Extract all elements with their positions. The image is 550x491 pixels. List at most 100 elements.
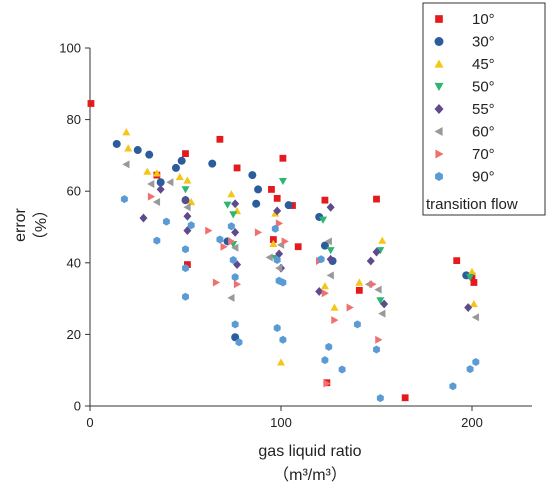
series-7 bbox=[120, 195, 480, 403]
data-point bbox=[273, 194, 281, 202]
data-point bbox=[378, 236, 387, 244]
data-point bbox=[175, 172, 184, 181]
legend-note: transition flow bbox=[426, 196, 518, 213]
data-point bbox=[374, 285, 382, 294]
data-point bbox=[184, 261, 191, 268]
data-point bbox=[227, 190, 236, 198]
data-points bbox=[87, 100, 480, 403]
data-point bbox=[355, 278, 364, 286]
data-point bbox=[326, 247, 335, 255]
data-point bbox=[162, 217, 170, 226]
legend-marker bbox=[435, 15, 443, 23]
data-point bbox=[182, 245, 189, 254]
data-point bbox=[401, 394, 409, 402]
series-1 bbox=[112, 139, 471, 342]
data-point bbox=[369, 280, 377, 289]
data-point bbox=[87, 100, 95, 107]
data-point bbox=[231, 273, 239, 282]
data-point bbox=[281, 237, 289, 246]
data-point bbox=[326, 202, 335, 212]
data-point bbox=[275, 264, 283, 273]
data-point bbox=[278, 177, 287, 186]
legend-marker bbox=[435, 172, 443, 181]
data-point bbox=[212, 278, 221, 287]
data-point bbox=[373, 345, 380, 354]
legend-marker bbox=[434, 37, 444, 46]
data-point bbox=[182, 292, 189, 301]
data-point bbox=[183, 211, 192, 221]
data-point bbox=[220, 242, 228, 251]
data-point bbox=[471, 313, 480, 322]
data-point bbox=[319, 216, 328, 224]
data-point bbox=[112, 139, 121, 148]
x-tick-label: 200 bbox=[461, 415, 483, 430]
data-point bbox=[182, 264, 189, 273]
data-point bbox=[248, 171, 257, 180]
data-point bbox=[120, 195, 128, 204]
y-axis-label: error bbox=[12, 207, 29, 241]
legend-label: 55° bbox=[472, 101, 495, 118]
y-tick-label: 60 bbox=[67, 184, 81, 199]
data-point bbox=[449, 382, 457, 391]
data-point bbox=[472, 357, 480, 366]
series-2 bbox=[122, 128, 478, 366]
data-point bbox=[177, 156, 186, 165]
data-point bbox=[231, 227, 240, 237]
legend-label: 90° bbox=[472, 169, 495, 186]
data-point bbox=[279, 154, 287, 162]
data-point bbox=[372, 247, 381, 257]
data-point bbox=[153, 236, 161, 245]
legend-label: 50° bbox=[472, 79, 495, 96]
data-point bbox=[323, 379, 331, 388]
data-point bbox=[469, 299, 478, 308]
data-point bbox=[223, 201, 232, 209]
data-point bbox=[231, 333, 240, 342]
data-point bbox=[279, 278, 287, 287]
data-point bbox=[254, 185, 263, 194]
data-point bbox=[338, 365, 346, 374]
y-axis-unit: （%） bbox=[32, 202, 50, 248]
data-point bbox=[321, 196, 329, 204]
data-point bbox=[366, 256, 375, 266]
data-point bbox=[233, 164, 241, 172]
data-point bbox=[205, 226, 213, 235]
data-point bbox=[156, 185, 165, 194]
data-point bbox=[321, 356, 329, 365]
data-point bbox=[294, 243, 302, 251]
data-point bbox=[317, 255, 325, 264]
data-point bbox=[181, 186, 190, 194]
data-point bbox=[326, 254, 335, 264]
data-point bbox=[227, 222, 235, 231]
y-tick-label: 40 bbox=[67, 255, 81, 270]
series-4 bbox=[139, 185, 473, 312]
data-point bbox=[321, 289, 329, 298]
data-point bbox=[231, 199, 240, 209]
data-point bbox=[375, 335, 383, 344]
data-point bbox=[269, 236, 277, 243]
data-point bbox=[273, 206, 282, 216]
data-point bbox=[269, 239, 278, 248]
data-point bbox=[252, 199, 261, 208]
data-point bbox=[315, 287, 324, 296]
data-point bbox=[235, 338, 243, 347]
legend-marker bbox=[434, 59, 444, 68]
data-point bbox=[279, 335, 287, 344]
data-point bbox=[273, 255, 281, 264]
y-tick-label: 80 bbox=[67, 112, 81, 127]
legend-items: 10° 30° 45° 50° 55° 60° 70° 90° bbox=[434, 11, 495, 186]
data-point bbox=[355, 286, 363, 294]
data-point bbox=[216, 235, 224, 244]
data-point bbox=[376, 247, 385, 255]
x-tick-label: 100 bbox=[270, 415, 292, 430]
data-point bbox=[326, 271, 334, 280]
data-point bbox=[233, 280, 242, 289]
legend-marker bbox=[434, 82, 444, 91]
y-tick-label: 100 bbox=[59, 41, 81, 56]
data-point bbox=[152, 197, 161, 206]
data-point bbox=[139, 213, 148, 223]
x-tick-label: 0 bbox=[86, 415, 93, 430]
data-point bbox=[254, 228, 263, 237]
data-point bbox=[320, 241, 329, 250]
data-point bbox=[152, 169, 161, 177]
